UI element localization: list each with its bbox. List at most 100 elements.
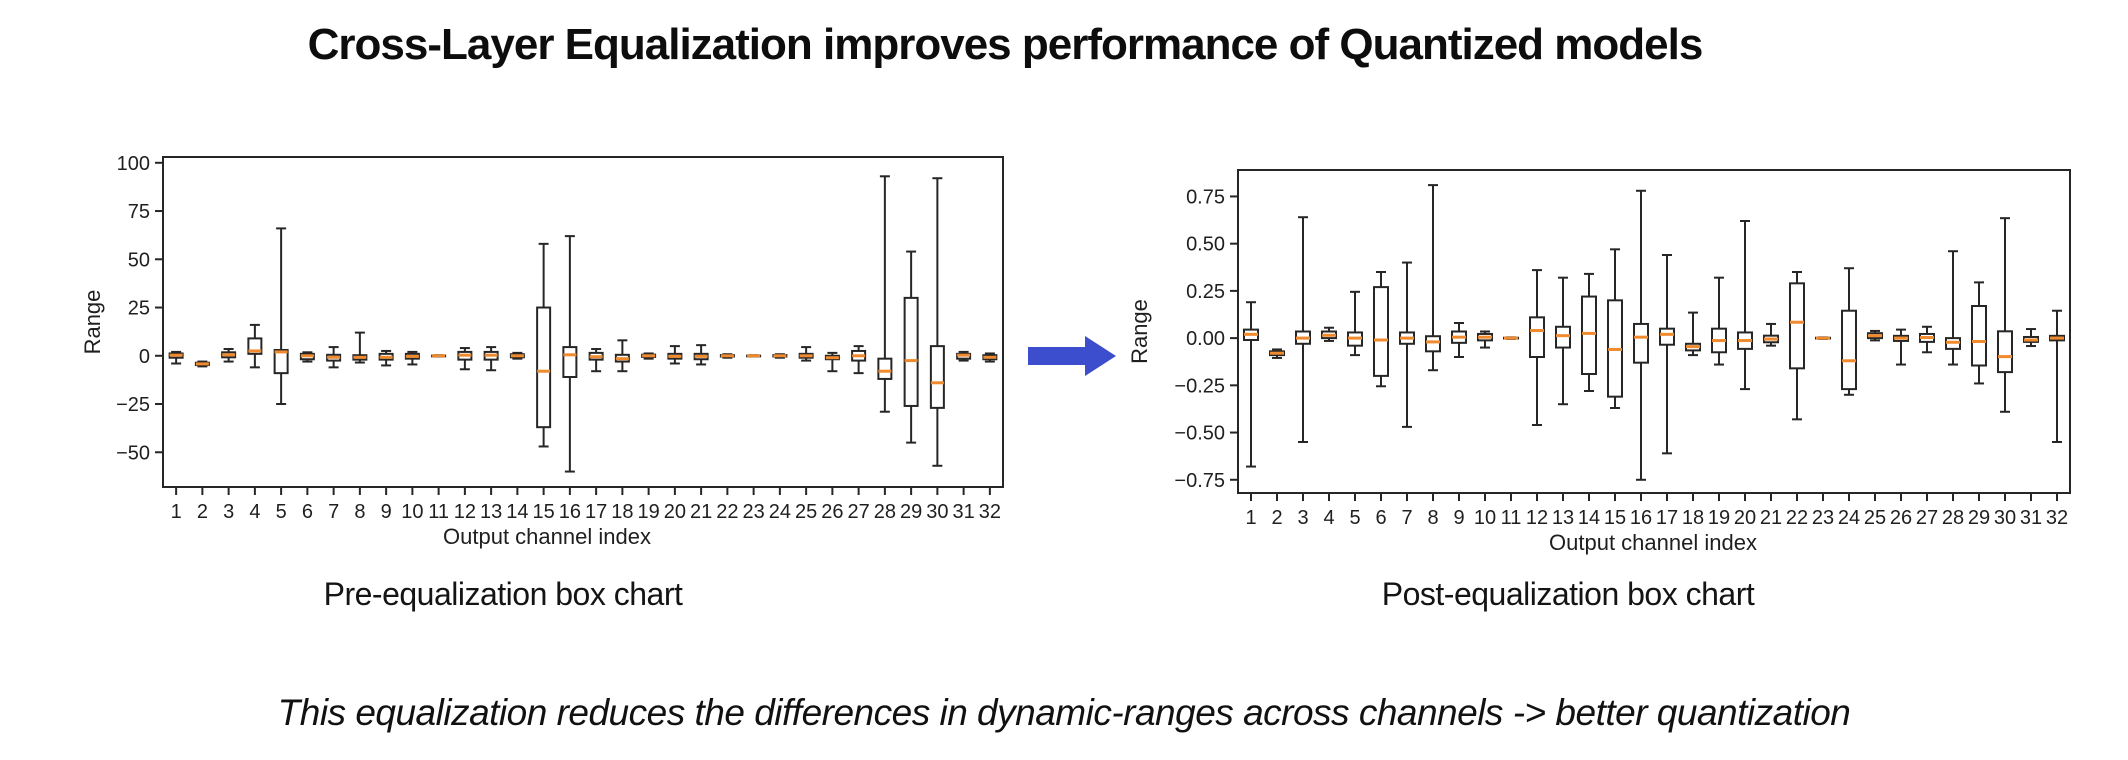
x-tick-label: 27 <box>848 501 870 523</box>
x-tick-label: 3 <box>223 501 234 523</box>
iqr-box <box>1659 327 1675 346</box>
boxplot-channel <box>536 242 552 448</box>
iqr-box <box>1425 335 1441 353</box>
x-tick-label: 8 <box>354 501 365 523</box>
x-tick-label: 5 <box>1349 507 1360 529</box>
x-tick-label: 12 <box>454 501 476 523</box>
boxplot-channel <box>1347 290 1363 357</box>
boxplot-channel <box>1659 254 1675 455</box>
x-tick-label: 3 <box>1297 507 1308 529</box>
boxplot-channel <box>1789 271 1805 421</box>
x-tick-label: 11 <box>428 501 449 523</box>
x-tick-label: 25 <box>1864 507 1886 529</box>
post-chart-caption: Post-equalization box chart <box>1381 576 1755 612</box>
x-tick-label: 20 <box>664 501 686 523</box>
y-tick-label: 0.75 <box>1186 186 1225 208</box>
axis-frame <box>1237 169 2071 494</box>
boxplot-channel <box>719 353 735 359</box>
x-tick-label: 13 <box>1552 507 1574 529</box>
iqr-box <box>903 296 919 407</box>
boxplot-channel <box>1971 281 1987 385</box>
arrow-polygon <box>1028 336 1116 376</box>
x-tick-label: 18 <box>1682 507 1704 529</box>
y-tick-label: 100 <box>117 153 150 175</box>
y-tick-label: −25 <box>116 394 150 416</box>
x-tick-label: 12 <box>1526 507 1548 529</box>
x-tick-label: 21 <box>1760 507 1782 529</box>
x-tick-label: 32 <box>979 501 1001 523</box>
x-tick-label: 26 <box>1890 507 1912 529</box>
boxplot-channel <box>1997 217 2013 413</box>
arrow-right-icon <box>1028 336 1116 376</box>
x-axis-label: Output channel index <box>443 524 651 549</box>
x-axis-label: Output channel index <box>1549 530 1757 555</box>
boxplot-channel <box>1633 189 1649 481</box>
x-tick-label: 23 <box>743 501 765 523</box>
y-tick-label: 50 <box>128 249 150 271</box>
x-tick-label: 28 <box>874 501 896 523</box>
boxplot-channel <box>667 345 683 365</box>
boxplot-channel <box>929 177 945 467</box>
y-tick-label: 0 <box>139 346 150 368</box>
boxplot-channel <box>956 350 972 362</box>
boxplot-channel <box>221 348 237 363</box>
x-tick-label: 7 <box>1401 507 1412 529</box>
boxplot-channel <box>1763 322 1779 347</box>
y-tick-label: −0.75 <box>1174 470 1225 492</box>
x-tick-label: 29 <box>900 501 922 523</box>
boxplot-channel <box>1685 311 1701 357</box>
iqr-box <box>1633 322 1649 364</box>
x-tick-label: 24 <box>769 501 791 523</box>
boxplot-channel <box>1321 326 1337 342</box>
x-tick-label: 28 <box>1942 507 1964 529</box>
boxplot-channel <box>1815 336 1831 340</box>
boxplot-channel <box>1399 261 1415 428</box>
x-tick-label: 13 <box>480 501 502 523</box>
arrow-right-shape <box>1028 336 1116 376</box>
x-tick-label: 16 <box>559 501 581 523</box>
x-tick-label: 30 <box>926 501 948 523</box>
boxplot-channel <box>1503 336 1519 340</box>
x-tick-label: 21 <box>690 501 712 523</box>
x-tick-label: 10 <box>401 501 423 523</box>
boxplot-channel <box>877 175 893 413</box>
iqr-box <box>1529 316 1545 358</box>
boxplot-channel <box>1919 325 1935 354</box>
boxplot-channel <box>352 331 368 364</box>
x-tick-label: 19 <box>1708 507 1730 529</box>
boxplot-channel <box>903 250 919 444</box>
x-tick-label: 15 <box>533 501 555 523</box>
boxplot-channel <box>588 348 604 373</box>
boxplot-channel <box>746 354 762 358</box>
boxplot-channel <box>509 351 525 360</box>
boxplot-channel <box>457 347 473 371</box>
boxplot-channel <box>798 346 814 362</box>
boxplot-channel <box>1529 269 1545 426</box>
pre-chart-caption: Pre-equalization box chart <box>323 576 683 612</box>
boxplot-channel <box>326 346 342 369</box>
boxplot-channel <box>1945 250 1961 366</box>
boxplot-channel <box>1841 267 1857 396</box>
x-tick-label: 6 <box>1375 507 1386 529</box>
y-tick-label: 75 <box>128 201 150 223</box>
x-tick-label: 31 <box>953 501 975 523</box>
boxplot-channel <box>247 323 263 369</box>
iqr-box <box>562 346 578 379</box>
x-tick-label: 11 <box>1501 507 1522 529</box>
x-tick-label: 17 <box>1656 507 1678 529</box>
x-tick-label: 9 <box>1453 507 1464 529</box>
boxplot-channel <box>1425 184 1441 372</box>
iqr-box <box>877 357 893 380</box>
x-tick-label: 4 <box>249 501 260 523</box>
boxplot-channel <box>1867 329 1883 342</box>
boxplot-channel <box>614 339 630 373</box>
boxplot-channel <box>693 344 709 366</box>
boxplot-channel <box>1373 271 1389 388</box>
y-axis-label: Range <box>80 290 105 355</box>
iqr-box <box>1555 325 1571 349</box>
boxplot-channel <box>1607 248 1623 409</box>
iqr-box <box>1581 295 1597 375</box>
boxplot-channel <box>299 351 315 363</box>
x-tick-label: 14 <box>1578 507 1600 529</box>
